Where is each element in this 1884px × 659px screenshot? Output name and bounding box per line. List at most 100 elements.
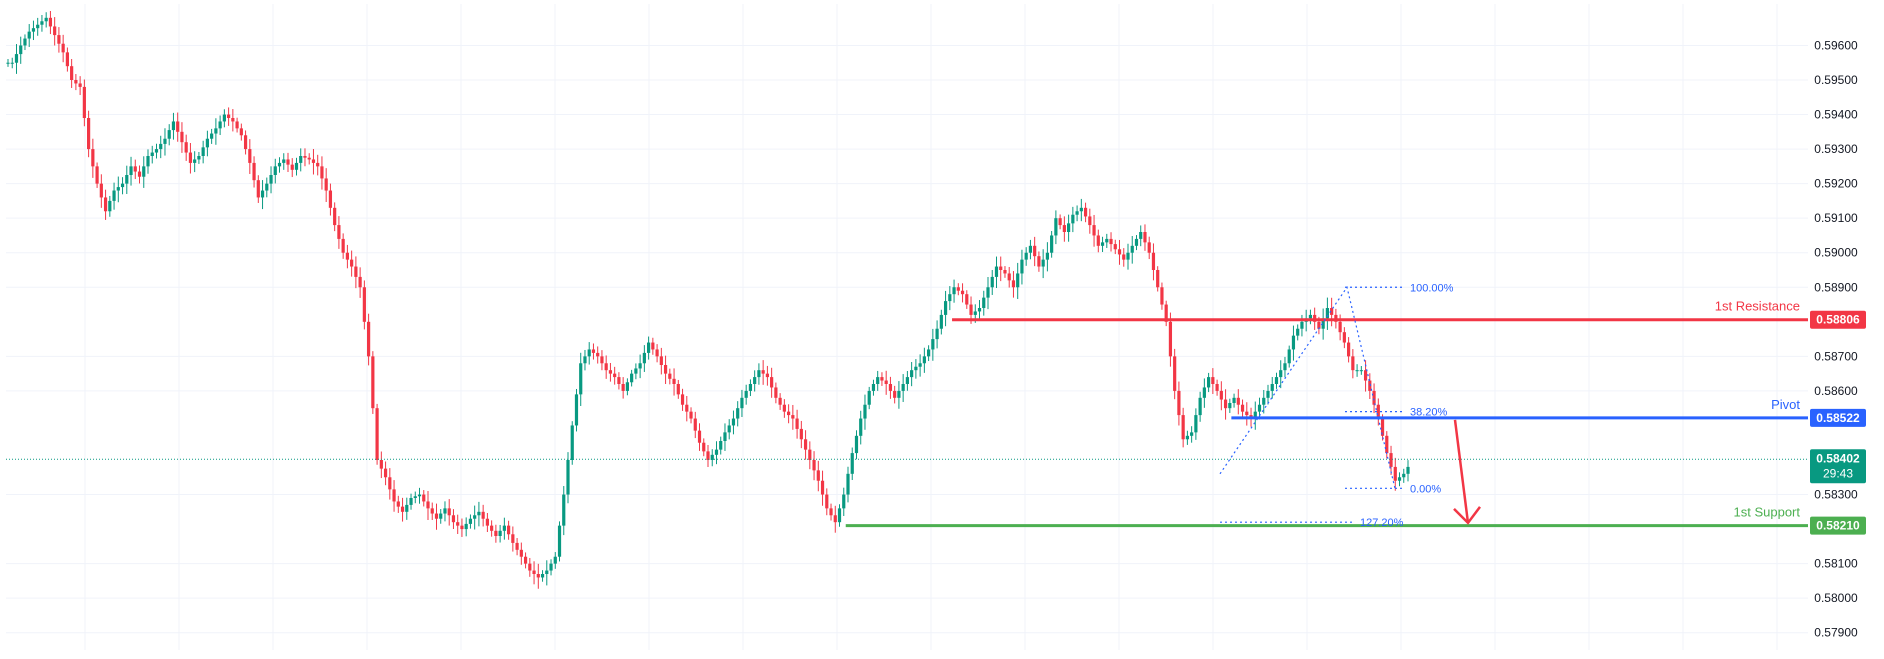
candle-body-up xyxy=(120,183,125,188)
candle-body-up xyxy=(952,287,956,295)
candle-body-down xyxy=(791,415,795,419)
candle-body-down xyxy=(884,380,888,384)
candle-body-up xyxy=(163,138,167,144)
candle-body-down xyxy=(1338,321,1342,333)
candle-body-up xyxy=(1075,211,1079,215)
candle-body-down xyxy=(95,166,99,184)
candle-body-down xyxy=(320,166,324,179)
candle-body-down xyxy=(706,451,710,460)
price-axis-tick: 0.58900 xyxy=(1814,280,1858,294)
candle-body-down xyxy=(396,501,400,507)
candle-body-down xyxy=(231,118,235,122)
candle-body-down xyxy=(1151,252,1156,270)
candle-body-up xyxy=(260,190,265,198)
candle-body-down xyxy=(460,525,464,530)
candle-body-up xyxy=(757,370,761,378)
candle-body-up xyxy=(1126,252,1130,260)
candle-body-up xyxy=(1100,242,1105,246)
candle-body-up xyxy=(1355,370,1359,372)
candle-body-down xyxy=(371,356,375,409)
candle-body-up xyxy=(193,159,197,163)
candle-body-down xyxy=(383,468,388,478)
candle-body-down xyxy=(774,387,778,398)
candle-body-up xyxy=(1185,435,1189,440)
support-price-tag xyxy=(1810,516,1866,535)
candle-body-up xyxy=(1257,404,1262,412)
candle-body-down xyxy=(239,128,243,136)
candle-body-down xyxy=(426,501,430,509)
candle-body-down xyxy=(511,534,515,543)
candle-body-down xyxy=(1113,244,1117,250)
candle-body-up xyxy=(40,21,44,25)
candle-body-up xyxy=(294,162,299,170)
candle-body-up xyxy=(634,368,638,374)
candle-body-up xyxy=(1198,397,1202,416)
candle-body-up xyxy=(269,175,273,184)
candle-body-down xyxy=(456,522,460,526)
candle-body-up xyxy=(1406,466,1410,474)
candle-body-down xyxy=(1109,238,1113,245)
candle-body-up xyxy=(31,28,36,32)
candle-body-down xyxy=(1347,342,1351,357)
candle-body-down xyxy=(965,294,969,305)
candle-body-down xyxy=(680,394,685,405)
candle-body-up xyxy=(859,418,863,436)
candle-body-down xyxy=(235,121,239,129)
candle-body-up xyxy=(405,504,409,512)
candle-body-up xyxy=(19,45,23,55)
candle-body-down xyxy=(1160,287,1164,305)
candle-body-down xyxy=(608,370,613,374)
candle-body-up xyxy=(748,384,753,391)
candle-body-down xyxy=(825,494,829,509)
candle-body-down xyxy=(1147,242,1151,253)
candle-body-down xyxy=(243,135,248,150)
candle-body-up xyxy=(914,366,918,371)
price-axis-tick: 0.58700 xyxy=(1814,349,1858,363)
candle-body-down xyxy=(621,384,625,391)
candle-body-down xyxy=(341,238,345,253)
candle-body-up xyxy=(1325,308,1329,319)
candle-body-up xyxy=(1020,259,1024,274)
candle-body-down xyxy=(1083,207,1088,217)
candle-body-down xyxy=(617,377,621,384)
candle-body-down xyxy=(1173,356,1177,391)
candlestick-series xyxy=(6,10,1410,589)
candle-body-down xyxy=(960,290,965,295)
candle-body-up xyxy=(986,287,990,298)
candle-body-up xyxy=(973,311,977,315)
candle-body-down xyxy=(303,156,307,158)
candle-body-up xyxy=(642,352,646,364)
candle-body-up xyxy=(1296,328,1300,336)
candle-body-down xyxy=(770,377,774,388)
candle-body-up xyxy=(545,570,549,574)
candle-body-up xyxy=(867,390,871,405)
candle-body-down xyxy=(523,556,528,564)
candle-body-up xyxy=(977,308,982,312)
candle-body-up xyxy=(566,460,570,495)
candle-body-up xyxy=(910,370,914,378)
support-name-label: 1st Support xyxy=(1734,505,1801,520)
candle-body-up xyxy=(990,276,994,288)
price-axis[interactable]: 0.59600 0.59500 0.59400 0.59300 0.59200 0.591… xyxy=(1808,0,1884,654)
candle-body-down xyxy=(519,549,523,557)
candle-body-up xyxy=(1134,238,1139,246)
candle-body-down xyxy=(87,118,91,150)
candle-body-down xyxy=(1058,218,1062,226)
candle-body-up xyxy=(625,382,629,391)
candle-body-down xyxy=(1236,397,1240,405)
candle-body-down xyxy=(1117,249,1122,255)
candle-body-up xyxy=(876,377,880,384)
candle-body-down xyxy=(829,508,833,516)
price-axis-tick: 0.59500 xyxy=(1814,73,1858,87)
pivot-name-label: Pivot xyxy=(1771,397,1800,412)
candle-body-up xyxy=(502,525,506,531)
candle-body-down xyxy=(1393,466,1397,481)
candle-body-up xyxy=(1402,473,1406,478)
candle-body-down xyxy=(1351,356,1355,371)
candle-body-down xyxy=(778,397,782,405)
candle-body-up xyxy=(1067,223,1071,232)
candle-body-up xyxy=(854,435,859,454)
candle-body-up xyxy=(1266,390,1270,398)
candle-body-up xyxy=(1274,377,1279,384)
